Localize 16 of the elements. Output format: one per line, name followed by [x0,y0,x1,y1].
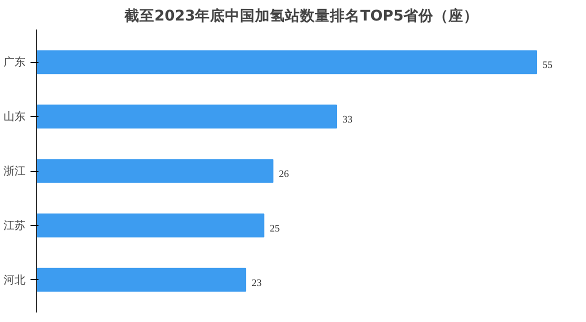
y-tick-label: 广东 [4,56,26,69]
bar [36,104,337,129]
data-label: 25 [270,223,280,234]
y-tick-label: 山东 [4,110,26,124]
data-label: 26 [278,169,289,180]
bar [36,213,264,238]
bar [36,159,274,183]
data-label: 55 [542,60,552,72]
bar [36,50,537,74]
y-tick-label: 江苏 [4,218,26,232]
y-tick-label: 浙江 [4,164,26,178]
y-tick-label: 河北 [4,273,26,286]
bar [36,268,246,292]
data-label: 23 [252,278,262,289]
data-label: 33 [342,114,352,126]
chart-title: 截至2023年底中国加氢站数量排名TOP5省份（座） [123,6,479,24]
